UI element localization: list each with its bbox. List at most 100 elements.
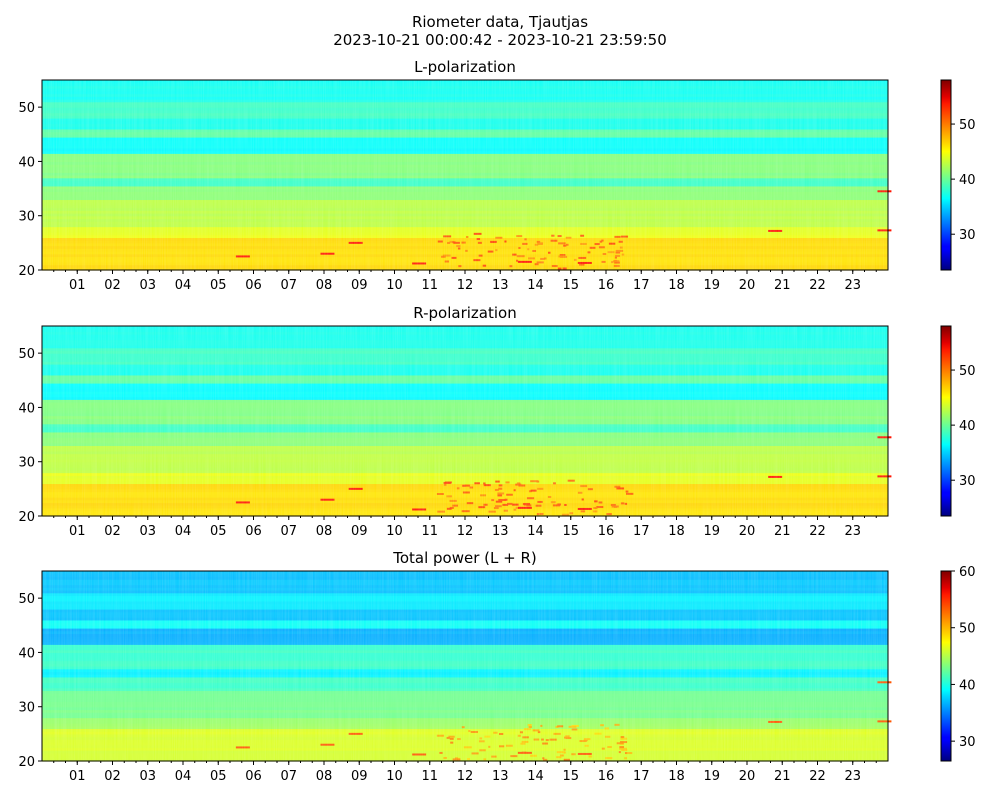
x-tick-label: 22	[809, 278, 826, 293]
x-tick-label: 12	[457, 524, 474, 539]
x-tick-label: 16	[598, 278, 615, 293]
x-tick-label: 06	[245, 278, 262, 293]
x-tick-label: 14	[527, 769, 544, 784]
x-tick-label: 12	[457, 278, 474, 293]
x-tick-label: 21	[774, 524, 791, 539]
x-tick-label: 03	[139, 769, 156, 784]
panel-3: Total power (L + R) 01 02 03 04 05 06 07 08 09 10 1…	[18, 549, 975, 784]
x-tick-label: 15	[562, 278, 579, 293]
x-tick-label: 23	[844, 278, 861, 293]
y-tick-label: 30	[18, 701, 35, 716]
panel-2: R-polarization 01 02 03 04 05 06 07 08 09 10 11 12 13…	[18, 304, 975, 539]
colorbar-tick-label: 40	[959, 678, 976, 693]
x-tick-label: 01	[69, 278, 86, 293]
x-tick-label: 01	[69, 524, 86, 539]
x-tick-label: 19	[703, 524, 720, 539]
colorbar-tick-label: 50	[959, 622, 976, 637]
colorbar: 30 40 50 60	[940, 565, 976, 762]
x-tick-label: 05	[210, 524, 227, 539]
colorbar-gradient	[940, 325, 952, 517]
x-tick-label: 16	[598, 769, 615, 784]
panel-title: Total power (L + R)	[392, 549, 537, 567]
colorbar-gradient	[940, 570, 952, 762]
x-tick-label: 20	[739, 278, 756, 293]
y-tick-label: 30	[18, 456, 35, 471]
panel-1: L-polarization 01 02 03 04 05 06 07 08 09 10 11 12 13…	[18, 58, 975, 293]
y-tick-label: 50	[18, 592, 35, 607]
x-tick-label: 23	[844, 769, 861, 784]
x-tick-label: 17	[633, 524, 650, 539]
heatmap-texture	[42, 571, 888, 761]
x-tick-label: 05	[210, 278, 227, 293]
y-tick-label: 40	[18, 646, 35, 661]
x-tick-label: 15	[562, 769, 579, 784]
colorbar-tick-label: 30	[959, 735, 976, 750]
x-tick-label: 07	[280, 769, 297, 784]
x-tick-label: 13	[492, 524, 509, 539]
panels: L-polarization 01 02 03 04 05 06 07 08 09 10 11 12 13…	[18, 58, 975, 784]
x-tick-label: 11	[421, 769, 438, 784]
colorbar-tick-label: 30	[959, 474, 976, 489]
colorbar: 30 40 50	[940, 325, 976, 517]
x-tick-label: 02	[104, 769, 121, 784]
panel-title: R-polarization	[413, 304, 516, 322]
y-tick-label: 50	[18, 347, 35, 362]
colorbar-tick-label: 60	[959, 565, 976, 580]
colorbar-tick-label: 50	[959, 118, 976, 133]
x-tick-label: 20	[739, 524, 756, 539]
colorbar-tick-label: 40	[959, 173, 976, 188]
x-tick-label: 09	[351, 278, 368, 293]
x-tick-label: 02	[104, 278, 121, 293]
heatmap-texture	[42, 326, 888, 516]
colorbar-gradient	[940, 79, 952, 271]
x-tick-label: 04	[175, 769, 192, 784]
colorbar-tick-label: 50	[959, 364, 976, 379]
y-tick-label: 20	[18, 755, 35, 770]
colorbar-tick-label: 30	[959, 228, 976, 243]
x-tick-label: 19	[703, 278, 720, 293]
x-tick-label: 04	[175, 524, 192, 539]
y-tick-label: 50	[18, 101, 35, 116]
x-tick-label: 12	[457, 769, 474, 784]
x-tick-label: 05	[210, 769, 227, 784]
figure-title: Riometer data, Tjautjas	[412, 13, 588, 31]
x-tick-label: 11	[421, 524, 438, 539]
x-tick-label: 14	[527, 278, 544, 293]
x-tick-label: 07	[280, 524, 297, 539]
x-tick-label: 06	[245, 769, 262, 784]
x-tick-label: 03	[139, 278, 156, 293]
colorbar-tick-label: 40	[959, 419, 976, 434]
x-tick-label: 13	[492, 278, 509, 293]
x-tick-label: 13	[492, 769, 509, 784]
x-tick-label: 22	[809, 769, 826, 784]
x-tick-label: 18	[668, 769, 685, 784]
x-tick-label: 16	[598, 524, 615, 539]
y-tick-label: 20	[18, 264, 35, 279]
x-tick-label: 18	[668, 524, 685, 539]
x-tick-label: 10	[386, 769, 403, 784]
panel-title: L-polarization	[414, 58, 516, 76]
x-tick-label: 21	[774, 769, 791, 784]
figure-subtitle: 2023-10-21 00:00:42 - 2023-10-21 23:59:5…	[333, 31, 667, 49]
x-tick-label: 18	[668, 278, 685, 293]
x-tick-label: 09	[351, 524, 368, 539]
x-tick-label: 10	[386, 524, 403, 539]
x-tick-label: 08	[316, 524, 333, 539]
y-tick-label: 30	[18, 210, 35, 225]
x-tick-label: 01	[69, 769, 86, 784]
x-tick-label: 07	[280, 278, 297, 293]
x-tick-label: 20	[739, 769, 756, 784]
x-tick-label: 17	[633, 278, 650, 293]
x-tick-label: 06	[245, 524, 262, 539]
x-tick-label: 10	[386, 278, 403, 293]
x-tick-label: 11	[421, 278, 438, 293]
x-tick-label: 08	[316, 278, 333, 293]
x-tick-label: 23	[844, 524, 861, 539]
heatmap-texture	[42, 80, 888, 270]
y-tick-label: 40	[18, 401, 35, 416]
x-tick-label: 22	[809, 524, 826, 539]
colorbar: 30 40 50	[940, 79, 976, 271]
x-tick-label: 08	[316, 769, 333, 784]
x-tick-label: 02	[104, 524, 121, 539]
